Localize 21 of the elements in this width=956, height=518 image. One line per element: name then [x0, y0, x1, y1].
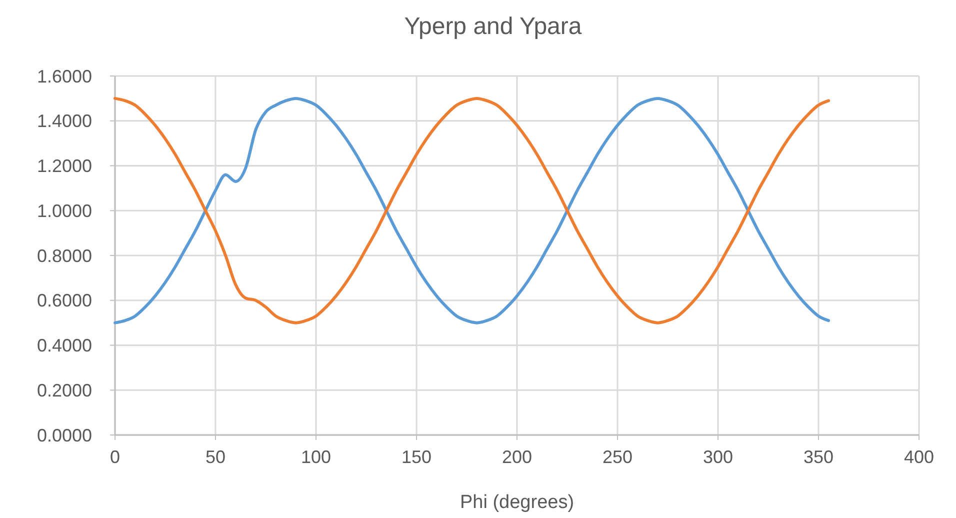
x-tick-label: 400 [904, 447, 934, 467]
x-tick-label: 350 [803, 447, 834, 467]
y-tick-label: 0.6000 [36, 290, 92, 311]
y-tick-label: 1.4000 [36, 111, 92, 132]
x-tick-label: 250 [602, 447, 633, 467]
chart-title: Yperp and Ypara [404, 13, 582, 40]
x-tick-label: 300 [702, 447, 734, 467]
y-tick-label: 0.2000 [36, 380, 92, 400]
x-tick-label: 200 [502, 447, 532, 467]
line-series [114, 96, 830, 324]
y-tick-label: 1.0000 [36, 200, 92, 221]
x-axis-title: Phi (degrees) [460, 492, 574, 513]
y-tick-label: 1.6000 [36, 66, 92, 86]
x-tick-label: 0 [110, 447, 120, 467]
x-tick-label: 100 [300, 447, 332, 467]
y-tick-label: 0.8000 [36, 246, 92, 266]
y-tick-label: 0.0000 [36, 425, 92, 446]
x-tick-label: 50 [205, 447, 226, 467]
y-tick-label: 0.4000 [36, 336, 92, 356]
x-tick-label: 150 [401, 447, 432, 467]
y-tick-label: 1.2000 [36, 156, 92, 176]
